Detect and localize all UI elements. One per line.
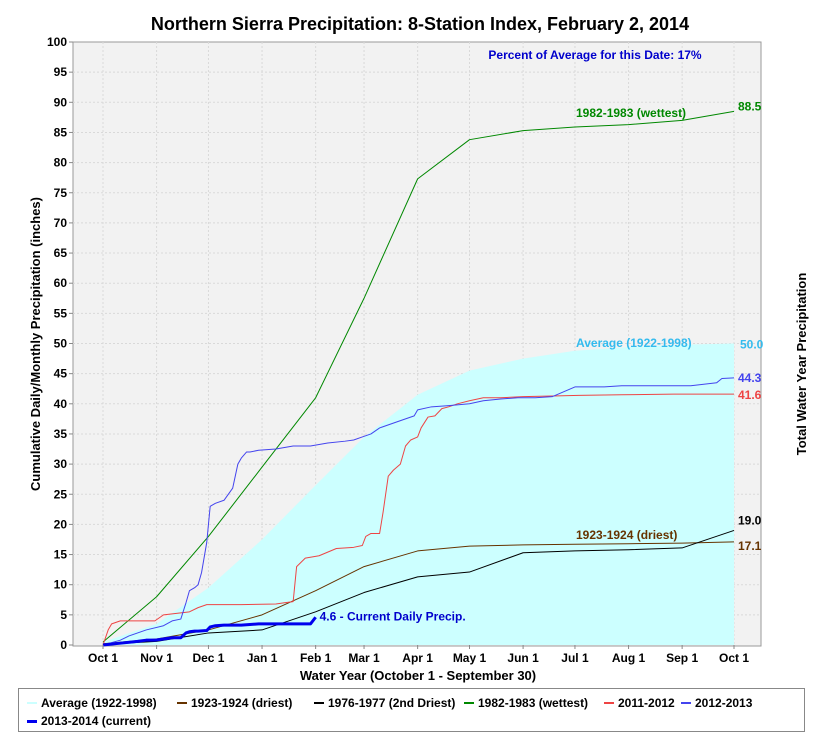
x-tick-label: Feb 1 [300, 651, 332, 665]
y-tick-label: 80 [54, 156, 68, 170]
legend-swatch-2013-2014 [27, 719, 37, 723]
y-tick-label: 0 [60, 638, 67, 652]
legend-label-2011-2012: 2011-2012 [618, 696, 675, 710]
legend-label-1982-1983: 1982-1983 (wettest) [478, 696, 589, 710]
series-area-average-1922-1998 [103, 343, 734, 645]
line-layer [102, 110, 735, 647]
x-tick-label: Jan 1 [247, 651, 278, 665]
legend-item-2011-2012: 2011-2012 [604, 696, 675, 710]
legend-item-average: Average (1922-1998) [27, 696, 157, 710]
x-tick-label: Oct 1 [719, 651, 749, 665]
y-tick-label: 90 [54, 95, 68, 109]
y-tick-label: 55 [54, 306, 68, 320]
x-tick-label: Nov 1 [140, 651, 173, 665]
legend-label-average: Average (1922-1998) [41, 696, 157, 710]
series-end-label: 17.1 [738, 539, 762, 553]
y-tick-label: 85 [54, 125, 68, 139]
series-end-label: 50.0 [740, 338, 764, 352]
legend-label-2013-2014: 2013-2014 (current) [41, 714, 152, 728]
percent-of-average-note: Percent of Average for this Date: 17% [488, 48, 702, 62]
x-tick-label: May 1 [453, 651, 487, 665]
series-line-2013-2014-current [102, 616, 317, 647]
series-curve-label: Average (1922-1998) [576, 336, 692, 350]
legend-item-1982-1983: 1982-1983 (wettest) [464, 696, 588, 710]
series-line-1976-1977-2nd-driest [102, 529, 735, 645]
series-annotations: 50.0 17.1 19.0 88.5 41.6 44.3 4.6 - Current Da… [320, 99, 764, 623]
x-tick-label: Aug 1 [612, 651, 646, 665]
chart-canvas: Northern Sierra Precipitation: 8-Station… [28, 14, 809, 683]
x-tick-label: Mar 1 [348, 651, 380, 665]
y-tick-label: 20 [54, 517, 68, 531]
x-axis-ticks: Oct 1 Nov 1 Dec 1 Jan 1 Feb 1 Mar 1 Apr 1 May 1… [88, 645, 749, 665]
series-end-label: 44.3 [738, 371, 762, 385]
x-tick-label: Apr 1 [402, 651, 433, 665]
legend-swatch-average [27, 702, 37, 704]
y-tick-label: 70 [54, 216, 68, 230]
legend-label-1923-1924: 1923-1924 (driest) [191, 696, 293, 710]
series-end-label: 19.0 [738, 513, 762, 527]
legend-item-2012-2013: 2012-2013 [681, 696, 752, 710]
legend-item-1923-1924: 1923-1924 (driest) [177, 696, 292, 710]
legend-item-1976-1977: 1976-1977 (2nd Driest) [314, 696, 455, 710]
x-tick-label: Jul 1 [561, 651, 589, 665]
legend-swatch-2012-2013 [681, 702, 691, 704]
right-axis-label: Total Water Year Precipitation [794, 273, 809, 456]
area-layer [103, 343, 734, 645]
y-tick-label: 45 [54, 367, 68, 381]
series-line-2012-2013 [102, 377, 735, 646]
series-line-2011-2012 [102, 393, 734, 646]
legend-label-2012-2013: 2012-2013 [695, 696, 753, 710]
legend-swatch-1976-1977 [314, 702, 324, 704]
y-tick-label: 95 [54, 65, 68, 79]
x-tick-label: Oct 1 [88, 651, 118, 665]
x-tick-label: Dec 1 [192, 651, 224, 665]
y-tick-label: 15 [54, 548, 68, 562]
y-tick-label: 75 [54, 186, 68, 200]
x-tick-label: Sep 1 [666, 651, 698, 665]
x-tick-label: Jun 1 [507, 651, 539, 665]
y-tick-label: 30 [54, 457, 68, 471]
y-tick-label: 65 [54, 246, 68, 260]
series-end-label: 41.6 [738, 388, 762, 402]
y-tick-label: 5 [60, 608, 67, 622]
legend: Average (1922-1998) 1923-1924 (driest) 1… [18, 688, 805, 732]
y-tick-label: 40 [54, 397, 68, 411]
y-axis-label: Cumulative Daily/Monthly Precipitation (… [28, 197, 43, 491]
y-tick-label: 25 [54, 487, 68, 501]
series-curve-label: 1923-1924 (driest) [576, 528, 677, 542]
legend-item-2013-2014: 2013-2014 (current) [27, 714, 151, 728]
legend-swatch-2011-2012 [604, 702, 614, 704]
chart-title: Northern Sierra Precipitation: 8-Station… [151, 14, 689, 34]
y-tick-label: 35 [54, 427, 68, 441]
y-tick-label: 60 [54, 276, 68, 290]
legend-swatch-1923-1924 [177, 702, 187, 704]
x-axis-label: Water Year (October 1 - September 30) [300, 668, 536, 683]
series-line-1982-1983-wettest [102, 110, 735, 643]
legend-swatch-1982-1983 [464, 702, 474, 704]
y-tick-label: 100 [47, 35, 67, 49]
y-tick-label: 50 [54, 337, 68, 351]
legend-label-1976-1977: 1976-1977 (2nd Driest) [328, 696, 456, 710]
y-tick-label: 10 [54, 578, 68, 592]
y-axis-ticks: 0 5 10 15 20 25 30 35 40 45 50 55 60 65 70 75 80 85 90 95 10… [47, 35, 73, 652]
series-curve-label: 1982-1983 (wettest) [576, 106, 686, 120]
series-end-label: 4.6 - Current Daily Precip. [320, 609, 466, 623]
series-end-label: 88.5 [738, 99, 762, 113]
